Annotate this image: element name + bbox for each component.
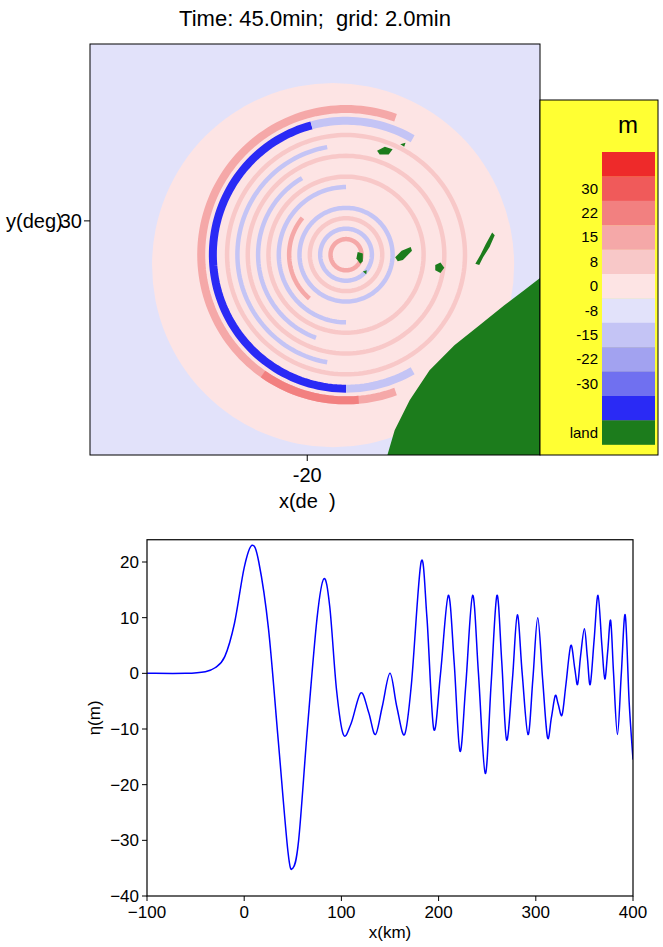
wave-ring	[213, 125, 346, 388]
wave-ring	[248, 156, 445, 354]
land	[435, 263, 444, 273]
x-tick	[147, 896, 148, 901]
x-tick	[341, 896, 342, 901]
x-tick-label: 200	[424, 903, 452, 922]
x-tick-label: 300	[522, 903, 550, 922]
colorbar-land-label: land	[570, 424, 598, 441]
land	[475, 233, 494, 266]
x-tick-label: 100	[327, 903, 355, 922]
x-tick	[244, 896, 245, 901]
colorbar-tick-label: -30	[576, 375, 598, 392]
land	[363, 270, 367, 274]
y-tick-label: 0	[130, 664, 139, 683]
y-tick-label: −40	[110, 887, 139, 906]
y-tick	[142, 896, 147, 897]
wave-ring	[320, 229, 372, 281]
colorbar-band	[602, 176, 655, 201]
colorbar-band	[602, 152, 655, 177]
x-tick	[535, 896, 536, 901]
colorbar-tick-label: 8	[590, 253, 598, 270]
colorbar-tick-label: 0	[590, 277, 598, 294]
colorbar-title: m	[618, 111, 638, 138]
y-tick	[142, 617, 147, 618]
land	[400, 143, 405, 147]
eta-line	[147, 545, 633, 869]
wave-ring	[268, 177, 423, 333]
land	[356, 252, 362, 264]
land	[395, 247, 412, 261]
y-tick-label: −30	[110, 831, 139, 850]
land	[377, 147, 393, 155]
x-axis-title: x(de )	[279, 490, 336, 512]
x-tick	[438, 896, 439, 901]
land	[387, 278, 540, 455]
colorbar-land	[602, 420, 655, 444]
x-tick-label: -20	[293, 464, 322, 486]
y-tick	[142, 729, 147, 730]
colorbar-tick-label: 15	[581, 228, 598, 245]
map-frame	[90, 44, 540, 455]
wave-ring	[201, 109, 395, 400]
colorbar-band	[602, 347, 655, 372]
colorbar-box	[540, 100, 658, 455]
y-tick-label: 20	[120, 553, 139, 572]
colorbar-tick-label: -8	[585, 302, 598, 319]
y-tick	[142, 840, 147, 841]
colorbar-band	[602, 372, 655, 397]
wave-ring	[331, 239, 362, 270]
colorbar-band	[602, 225, 655, 250]
colorbar-band	[602, 274, 655, 299]
y-tick	[84, 220, 90, 221]
wave-ring	[310, 218, 382, 291]
y-axis-title: η(m)	[85, 700, 104, 735]
y-tick-label: 30	[60, 210, 82, 232]
plot-frame	[147, 540, 633, 896]
x-tick-label: 0	[239, 903, 248, 922]
y-tick	[142, 784, 147, 785]
x-tick-label: 400	[619, 903, 647, 922]
colorbar-band	[602, 298, 655, 323]
colorbar-tick-label: -22	[576, 350, 598, 367]
colorbar-band	[602, 250, 655, 275]
y-tick-label: −10	[110, 720, 139, 739]
y-tick-label: 10	[120, 609, 139, 628]
colorbar-tick-label: 22	[581, 204, 598, 221]
y-axis-title: y(deg)	[6, 210, 63, 232]
plot-area	[147, 545, 633, 869]
x-tick	[307, 455, 308, 461]
wave-ring	[227, 135, 465, 374]
x-axis-title: x(km)	[369, 923, 411, 942]
x-tick	[633, 896, 634, 901]
y-tick	[142, 562, 147, 563]
map-field	[90, 44, 540, 455]
wave-ring	[299, 208, 392, 302]
colorbar-tick-label: -15	[576, 326, 598, 343]
map-title: Time: 45.0min; grid: 2.0min	[179, 6, 451, 31]
colorbar-band	[602, 323, 655, 348]
colorbar-band	[602, 201, 655, 226]
figure: Time: 45.0min; grid: 2.0miny(deg)30-20x(…	[0, 0, 663, 947]
colorbar-band	[602, 396, 655, 421]
y-tick-label: −20	[110, 776, 139, 795]
y-tick	[142, 673, 147, 674]
colorbar-tick-label: 30	[581, 180, 598, 197]
sea-background	[90, 44, 540, 455]
